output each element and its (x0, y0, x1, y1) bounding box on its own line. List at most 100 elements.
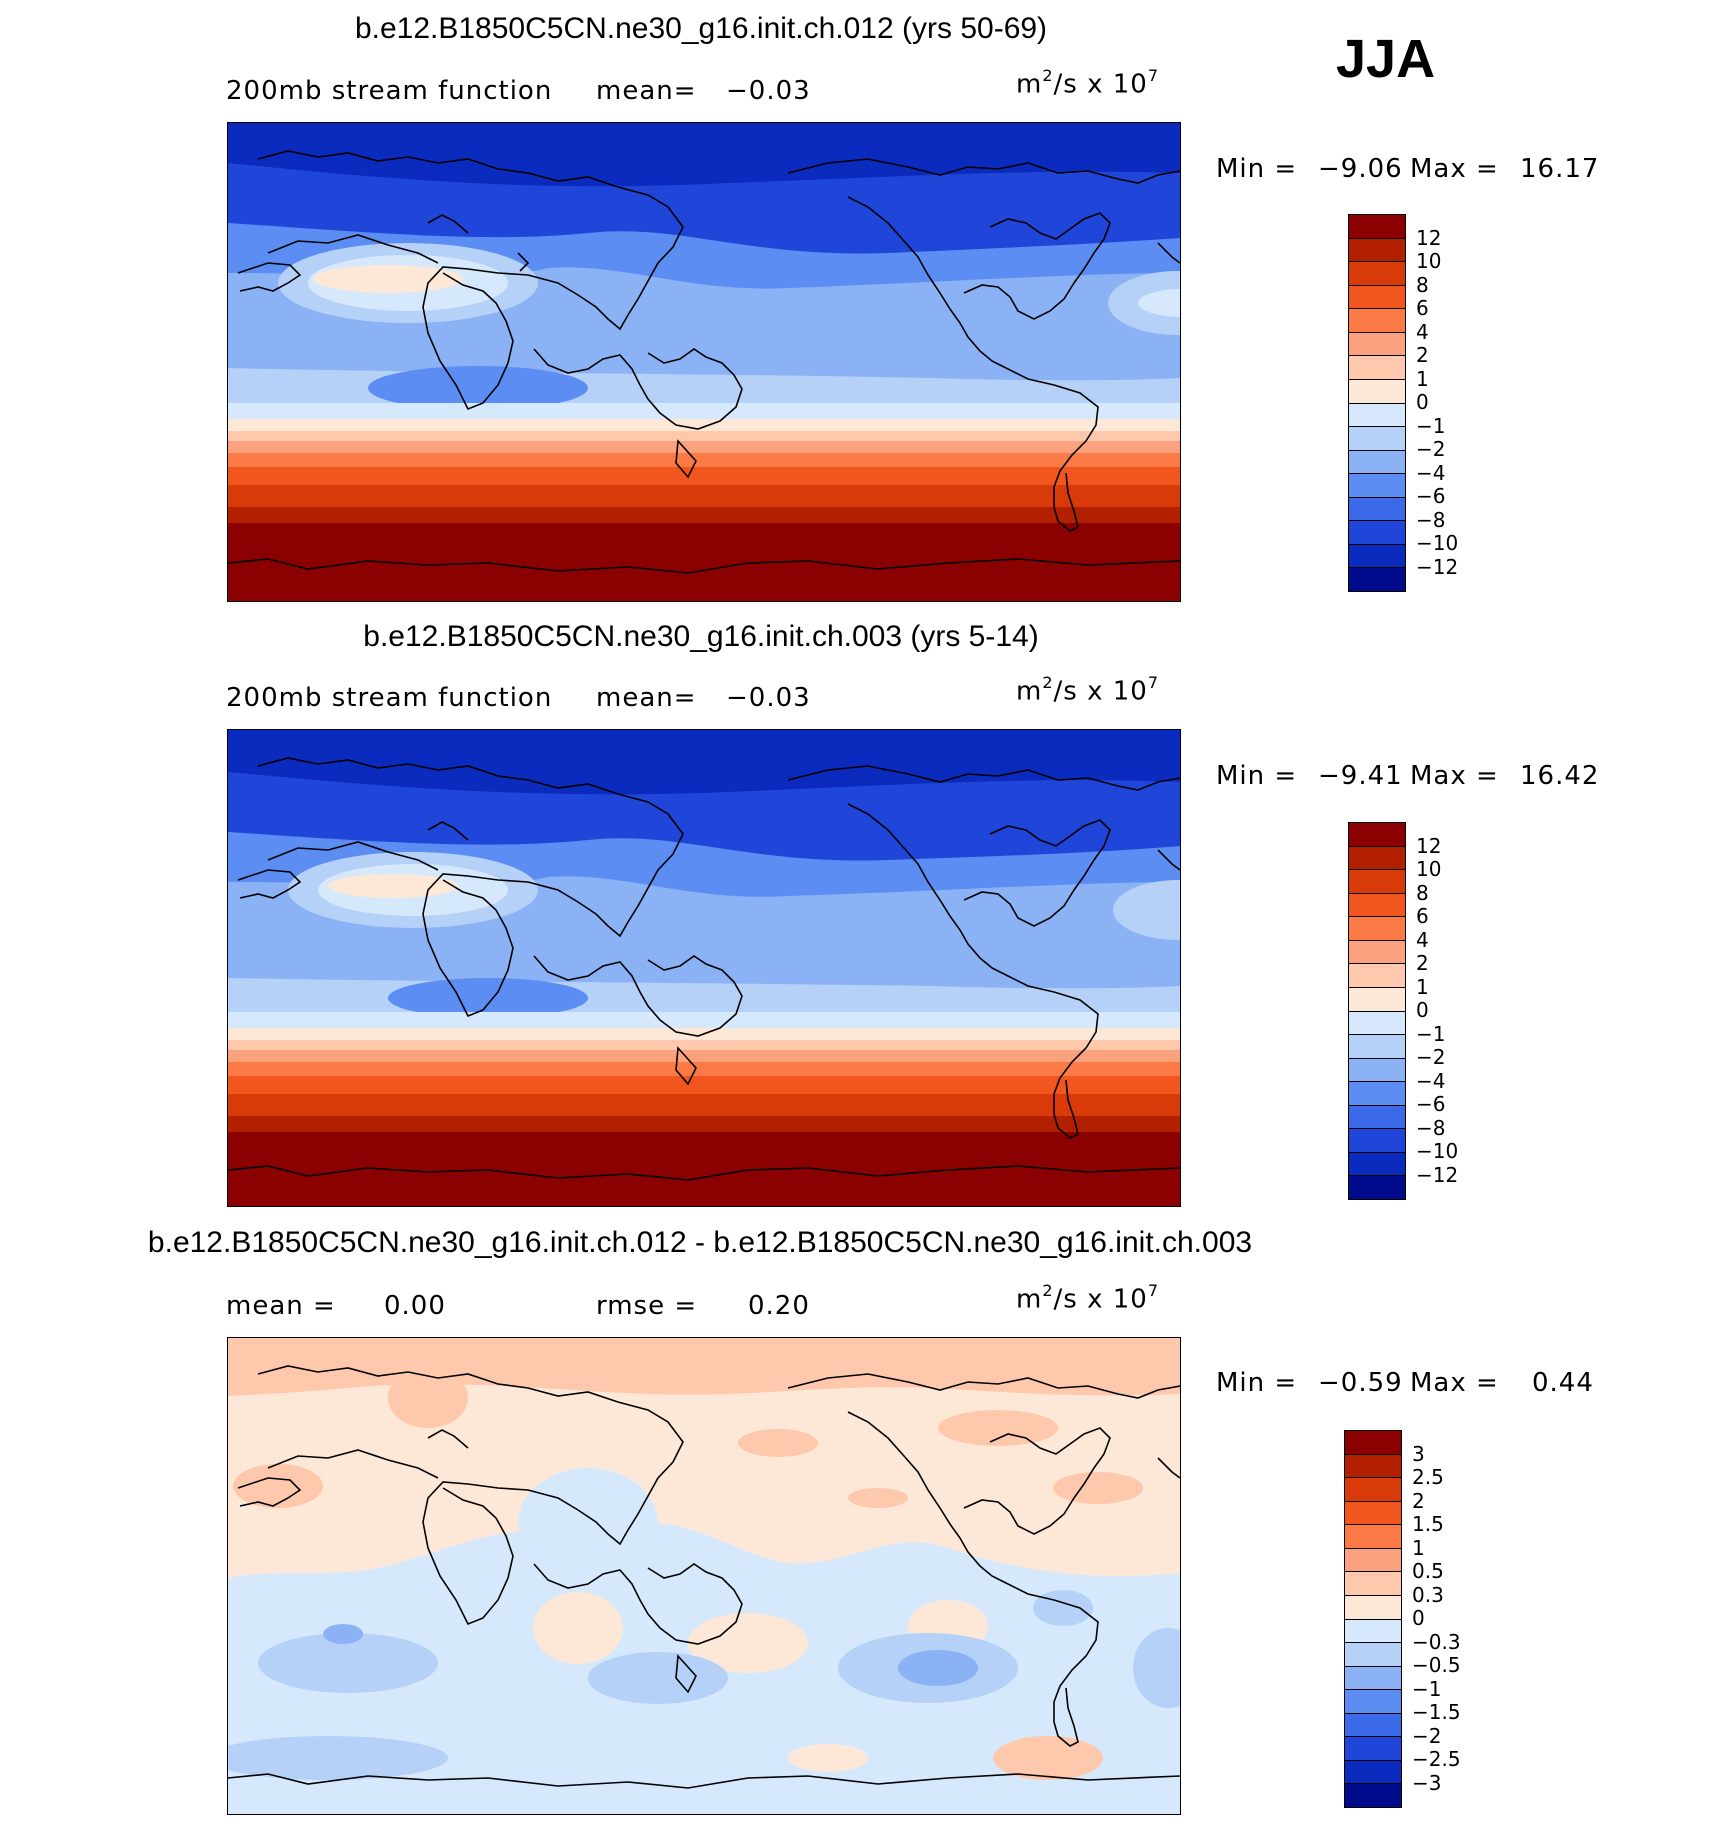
colorbar-tick-label: 1 (1416, 974, 1429, 999)
panel2-title: b.e12.B1850C5CN.ne30_g16.init.ch.003 (yr… (363, 620, 1039, 653)
panel3-map (227, 1337, 1181, 1815)
colorbar-swatch (1345, 1784, 1401, 1807)
colorbar-swatch (1349, 568, 1405, 591)
colorbar-swatch (1349, 870, 1405, 894)
colorbar-tick-label: −2.5 (1412, 1747, 1461, 1771)
colorbar-swatch (1345, 1713, 1401, 1738)
panel2-min-value: −9.41 (1318, 761, 1403, 791)
panel1-units: m2/s x 107 (1016, 66, 1160, 100)
colorbar-tick-label: 0 (1416, 390, 1429, 414)
colorbar-swatch (1349, 403, 1405, 428)
colorbar-tick-label: 1.5 (1412, 1512, 1444, 1536)
colorbar-swatch (1349, 262, 1405, 286)
colorbar-swatch (1345, 1737, 1401, 1761)
panel1-max-value: 16.17 (1520, 154, 1600, 184)
colorbar-tick-label: 4 (1416, 927, 1429, 952)
panel1-title: b.e12.B1850C5CN.ne30_g16.init.ch.012 (yr… (354, 12, 1048, 45)
colorbar-swatch (1349, 1011, 1405, 1036)
colorbar-swatch (1345, 1548, 1401, 1573)
colorbar-tick-label: −6 (1416, 484, 1446, 508)
panel3-colorbar (1344, 1430, 1402, 1808)
panel3-mean-label: mean = (226, 1291, 336, 1321)
colorbar-tick-label: 0.5 (1412, 1559, 1444, 1583)
panel3-units: m2/s x 107 (1016, 1281, 1160, 1315)
colorbar-tick-label: −1 (1412, 1676, 1442, 1701)
colorbar-tick-label: −2 (1416, 437, 1446, 461)
colorbar-tick-label: 10 (1416, 857, 1442, 881)
panel1-colorbar (1348, 214, 1406, 592)
colorbar-tick-label: 0.3 (1412, 1582, 1444, 1607)
colorbar-tick-label: 8 (1416, 272, 1429, 297)
panel1-mean-label: mean= (596, 76, 697, 106)
panel3-max-label: Max = (1410, 1368, 1499, 1398)
panel2-colorbar (1348, 822, 1406, 1200)
colorbar-swatch (1345, 1595, 1401, 1620)
panel2-map (227, 729, 1181, 1207)
colorbar-tick-label: 8 (1416, 880, 1429, 905)
colorbar-tick-label: −6 (1416, 1092, 1446, 1116)
panel2-max-value: 16.42 (1520, 761, 1600, 791)
colorbar-tick-label: −2 (1416, 1045, 1446, 1069)
colorbar-swatch (1349, 474, 1405, 498)
panel2-units: m2/s x 107 (1016, 673, 1160, 707)
colorbar-swatch (1349, 427, 1405, 451)
colorbar-swatch (1345, 1454, 1401, 1479)
colorbar-tick-label: −10 (1416, 531, 1459, 555)
colorbar-tick-label: 12 (1416, 833, 1442, 858)
colorbar-swatch (1349, 823, 1405, 847)
colorbar-tick-label: 1 (1412, 1535, 1425, 1560)
colorbar-swatch (1349, 846, 1405, 871)
colorbar-swatch (1349, 356, 1405, 380)
colorbar-swatch (1345, 1525, 1401, 1549)
colorbar-tick-label: 6 (1416, 296, 1429, 320)
colorbar-swatch (1345, 1478, 1401, 1502)
colorbar-swatch (1349, 1082, 1405, 1106)
colorbar-swatch (1349, 497, 1405, 522)
season-label: JJA (1336, 29, 1436, 89)
colorbar-swatch (1349, 450, 1405, 475)
colorbar-swatch (1345, 1666, 1401, 1691)
colorbar-swatch (1349, 1129, 1405, 1153)
panel1-max-label: Max = (1410, 154, 1499, 184)
colorbar-tick-label: −1 (1416, 1021, 1446, 1046)
panel2-min-label: Min = (1216, 761, 1298, 791)
panel1-variable-label: 200mb stream function (226, 76, 553, 106)
colorbar-swatch (1345, 1643, 1401, 1667)
colorbar-tick-label: −4 (1416, 1068, 1446, 1093)
colorbar-tick-label: 1 (1416, 366, 1429, 391)
panel3-colorbar-labels: 3 2.5 2 1.5 1 0.5 0.3 0 −0.3 −0.5 −1 −1.5 −2 −2.5 −3 (1412, 1430, 1492, 1806)
panel1-mean-value: −0.03 (726, 76, 811, 106)
panel3-difference-field (228, 1338, 1180, 1814)
colorbar-tick-label: 6 (1416, 904, 1429, 928)
colorbar-swatch (1345, 1760, 1401, 1785)
colorbar-tick-label: 3 (1412, 1441, 1425, 1466)
panel3-rmse-label: rmse = (596, 1291, 698, 1321)
colorbar-swatch (1345, 1572, 1401, 1596)
panel3-min-label: Min = (1216, 1368, 1298, 1398)
panel1-map (227, 122, 1181, 602)
colorbar-swatch (1349, 940, 1405, 965)
panel1-colorbar-labels: 12 10 8 6 4 2 1 0 −1 −2 −4 −6 −8 −10 −12 (1416, 214, 1496, 590)
colorbar-swatch (1349, 1105, 1405, 1130)
panel2-mean-label: mean= (596, 683, 697, 713)
colorbar-tick-label: −4 (1416, 460, 1446, 485)
colorbar-swatch (1349, 1058, 1405, 1083)
colorbar-tick-label: 12 (1416, 225, 1442, 250)
colorbar-tick-label: −10 (1416, 1139, 1459, 1163)
colorbar-tick-label: −1.5 (1412, 1700, 1461, 1724)
panel2-mean-value: −0.03 (726, 683, 811, 713)
colorbar-swatch (1349, 379, 1405, 404)
colorbar-swatch (1349, 332, 1405, 357)
colorbar-tick-label: −12 (1416, 554, 1459, 579)
colorbar-swatch (1349, 215, 1405, 239)
colorbar-tick-label: 2 (1416, 343, 1429, 367)
colorbar-tick-label: 0 (1416, 998, 1429, 1022)
colorbar-tick-label: −0.3 (1412, 1629, 1461, 1654)
panel1-contour-field (228, 123, 1180, 601)
colorbar-swatch (1349, 1152, 1405, 1177)
panel2-max-label: Max = (1410, 761, 1499, 791)
colorbar-swatch (1349, 309, 1405, 333)
colorbar-tick-label: −1 (1416, 413, 1446, 438)
colorbar-swatch (1349, 285, 1405, 310)
colorbar-tick-label: −2 (1412, 1723, 1442, 1748)
